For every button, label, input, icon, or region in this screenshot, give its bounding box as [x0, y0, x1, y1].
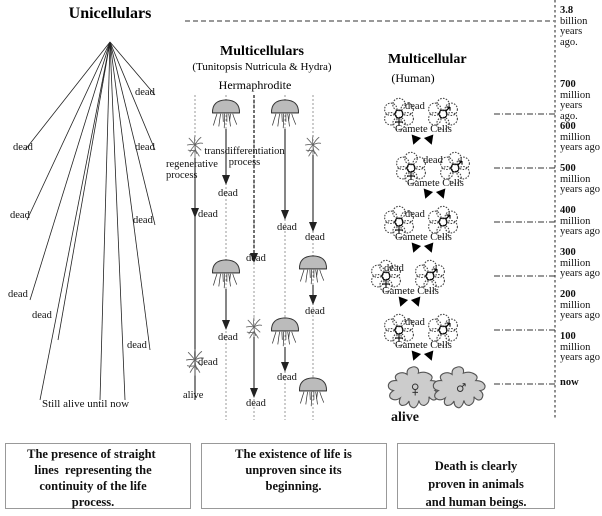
svg-text:Multicellulars: Multicellulars	[220, 44, 305, 59]
svg-text:Unicellulars: Unicellulars	[69, 5, 152, 22]
svg-text:(Tunitopsis Nutricula & Hydra): (Tunitopsis Nutricula & Hydra)	[192, 61, 332, 73]
svg-text:(Human): (Human)	[391, 71, 434, 85]
svg-text:Hermaphrodite: Hermaphrodite	[219, 78, 292, 92]
svg-text:Multicellular: Multicellular	[388, 52, 467, 67]
